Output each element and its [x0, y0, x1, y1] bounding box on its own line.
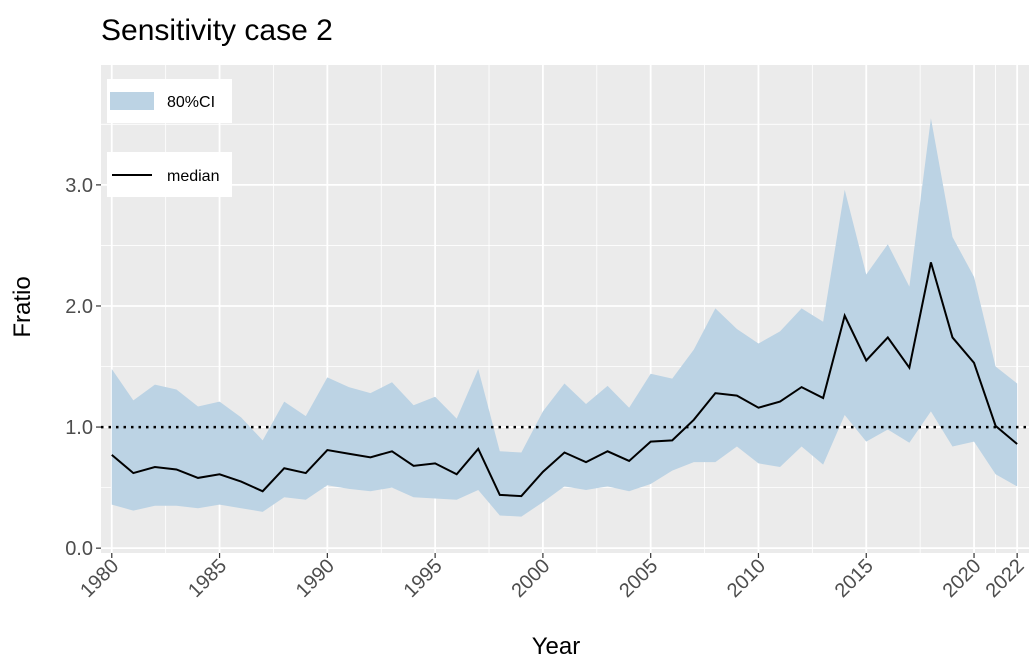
y-tick-label: 1.0 [65, 417, 93, 439]
x-tick-label: 1990 [292, 555, 339, 602]
x-tick-label: 2015 [831, 555, 878, 602]
x-tick-label: 1995 [400, 555, 447, 602]
ci-band [111, 118, 1018, 517]
legend-label: median [167, 168, 219, 185]
legend-item: 80%CI [107, 79, 232, 123]
x-tick-label: 2010 [723, 555, 770, 602]
y-tick-label: 3.0 [65, 175, 93, 197]
x-tick-label: 1985 [184, 555, 231, 602]
x-tick-label: 1980 [76, 555, 123, 602]
y-tick-label: 2.0 [65, 296, 93, 318]
x-tick-label: 2020 [939, 555, 986, 602]
x-tick-label: 2005 [615, 555, 662, 602]
legend-label: 80%CI [167, 94, 215, 111]
chart-title: Sensitivity case 2 [101, 14, 333, 47]
x-tick-label: 2022 [982, 555, 1029, 602]
x-tick-label: 2000 [507, 555, 554, 602]
y-tick-label: 0.0 [65, 538, 93, 560]
y-axis-title: Fratio [9, 276, 36, 337]
median-line [111, 262, 1018, 498]
legend-key [110, 92, 154, 110]
legend-item: median [107, 152, 232, 197]
x-axis-title: Year [532, 633, 581, 660]
